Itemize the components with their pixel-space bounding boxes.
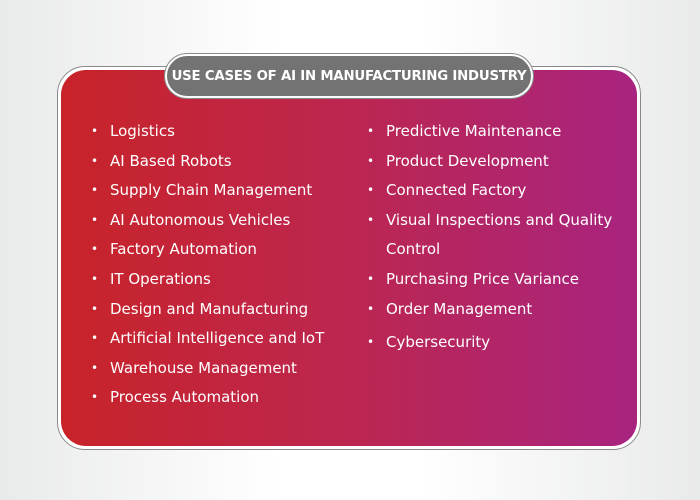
right-list: Predictive Maintenance Product Developme… <box>367 117 626 358</box>
list-item: Artificial Intelligence and IoT <box>91 324 324 354</box>
list-item: Visual Inspections and Quality Control <box>367 206 626 265</box>
list-item: AI Autonomous Vehicles <box>91 206 324 236</box>
list-item: Supply Chain Management <box>91 176 324 206</box>
title-banner: USE CASES OF AI IN MANUFACTURING INDUSTR… <box>165 54 533 98</box>
left-list: Logistics AI Based Robots Supply Chain M… <box>91 117 324 413</box>
list-item: Product Development <box>367 147 626 177</box>
list-item: Design and Manufacturing <box>91 295 324 325</box>
list-item: Cybersecurity <box>367 328 626 358</box>
list-item: AI Based Robots <box>91 147 324 177</box>
list-item: Order Management <box>367 295 626 325</box>
list-item: Warehouse Management <box>91 354 324 384</box>
list-item: IT Operations <box>91 265 324 295</box>
list-item: Process Automation <box>91 383 324 413</box>
list-item: Purchasing Price Variance <box>367 265 626 295</box>
list-item: Logistics <box>91 117 324 147</box>
list-item: Connected Factory <box>367 176 626 206</box>
title: USE CASES OF AI IN MANUFACTURING INDUSTR… <box>171 68 527 84</box>
list-item: Predictive Maintenance <box>367 117 626 147</box>
list-item: Factory Automation <box>91 235 324 265</box>
